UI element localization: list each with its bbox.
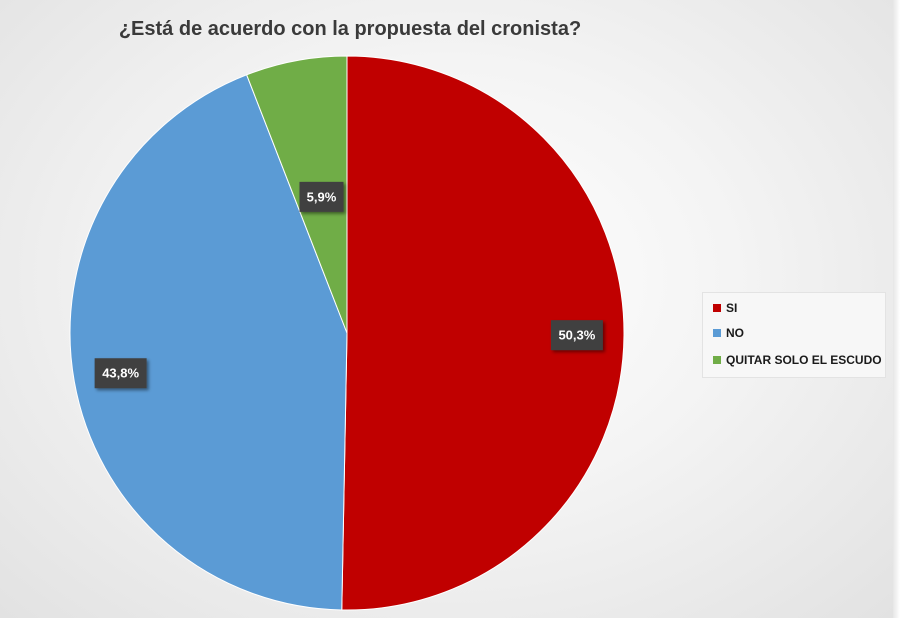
legend-swatch-si: [713, 304, 721, 312]
data-label-si: 50,3%: [550, 320, 603, 351]
pie-slice-quitar: [246, 55, 348, 334]
legend-swatch-quitar: [713, 356, 721, 364]
legend-label-si: SI: [726, 301, 738, 315]
svg-text:5,9%: 5,9%: [307, 189, 337, 204]
svg-text:50,3%: 50,3%: [558, 328, 595, 343]
legend-item-si: SI: [713, 301, 737, 315]
pie-slice-si: [341, 55, 625, 611]
legend-item-no: NO: [713, 326, 744, 340]
data-label-quitar: 5,9%: [299, 181, 344, 212]
data-label-no: 43,8%: [94, 358, 147, 389]
chart-title: ¿Está de acuerdo con la propuesta del cr…: [118, 18, 582, 40]
svg-text:43,8%: 43,8%: [102, 366, 139, 381]
legend-label-quitar: QUITAR SOLO EL ESCUDO: [726, 353, 882, 367]
legend: SI NO QUITAR SOLO EL ESCUDO: [702, 292, 886, 378]
legend-label-no: NO: [726, 326, 744, 340]
legend-item-quitar: QUITAR SOLO EL ESCUDO: [713, 353, 882, 367]
pie-slice-no: [69, 74, 348, 611]
window-edge: [893, 0, 900, 618]
legend-swatch-no: [713, 329, 721, 337]
